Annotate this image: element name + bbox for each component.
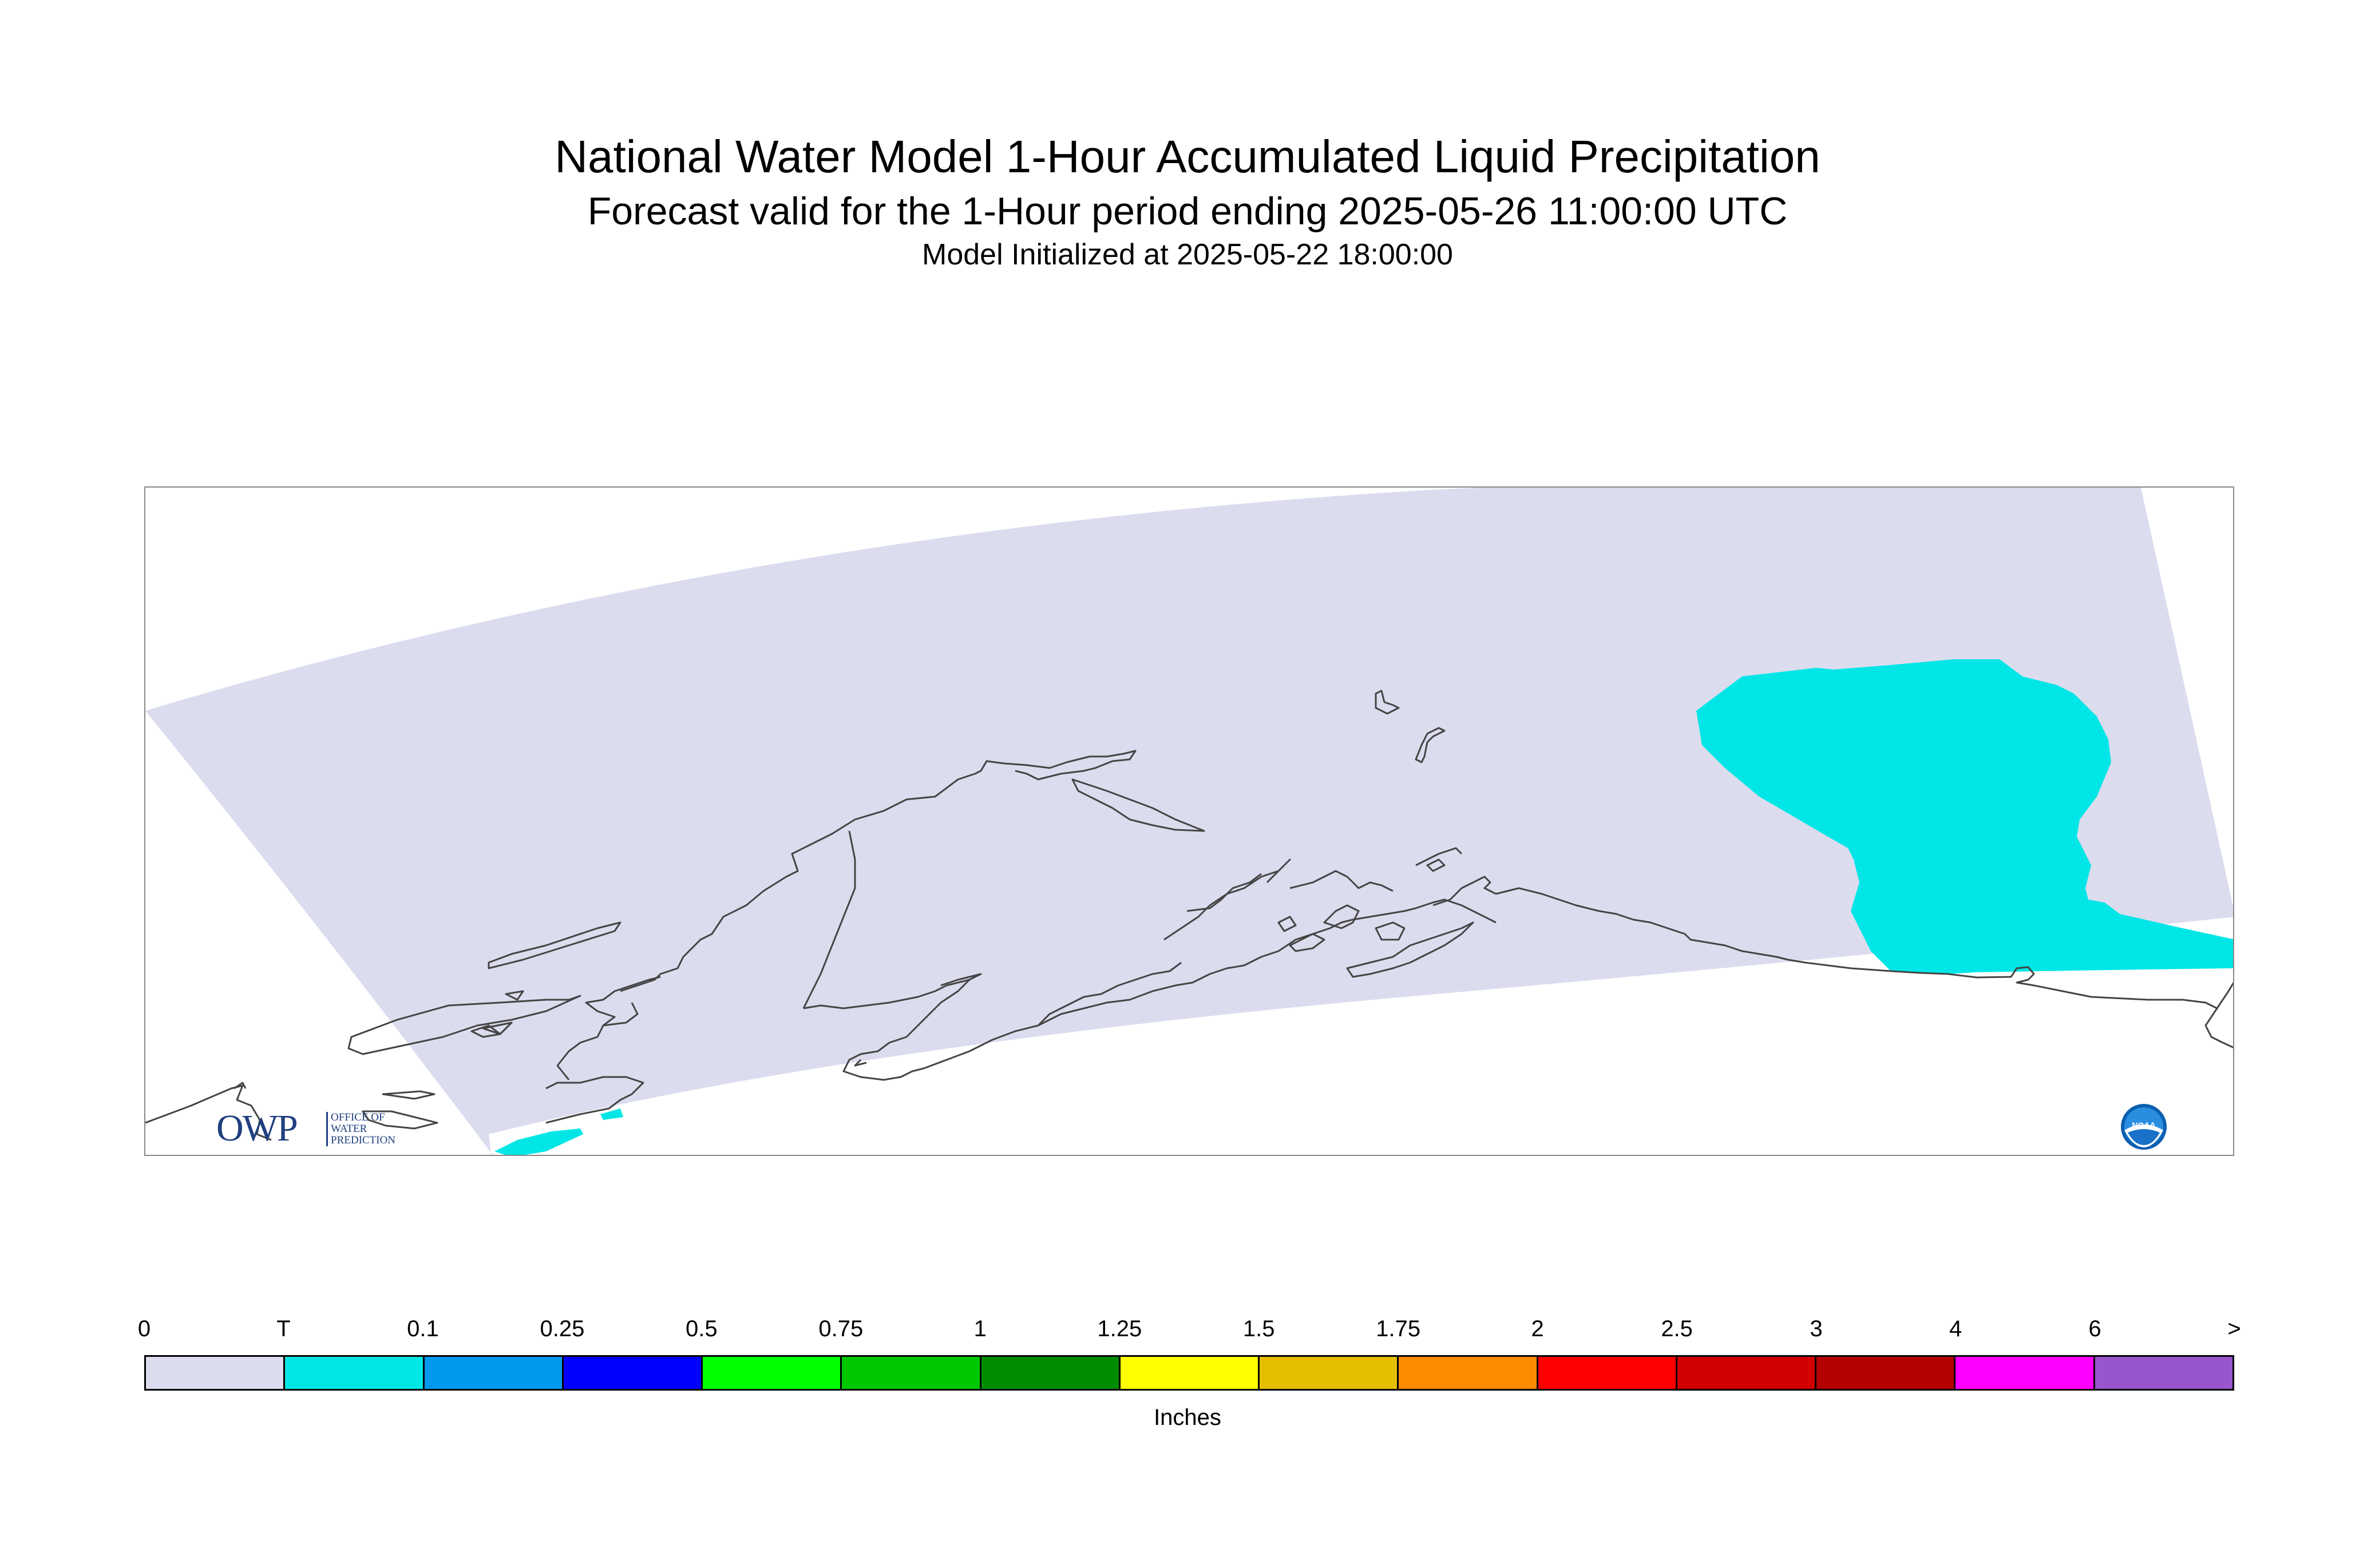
owp-logo-divider (326, 1112, 328, 1146)
color-legend: 0 T 0.1 0.25 0.5 0.75 1 1.25 1.5 1.75 2 2.5 3 4 6 > (138, 1316, 2241, 1431)
legend-swatch (1260, 1357, 1399, 1389)
legend-tick-label: 1.5 (1242, 1316, 1275, 1341)
legend-tick-label: T (276, 1316, 291, 1341)
legend-swatch (2095, 1357, 2232, 1389)
legend-color-bar (144, 1355, 2234, 1391)
model-domain-area (145, 488, 2233, 1155)
legend-swatch (285, 1357, 425, 1389)
map-panel: OWP OFFICE OF WATER PREDICTION NOAA (144, 486, 2234, 1156)
trace-precip-area-east (1696, 659, 2233, 974)
noaa-logo-text: NOAA (2132, 1120, 2155, 1130)
legend-tick-label: 0.5 (686, 1316, 718, 1341)
dry-hole (2085, 880, 2163, 906)
owp-logo-letters: OWP (216, 1107, 298, 1149)
legend-swatch (563, 1357, 703, 1389)
legend-tick-label: 2 (1531, 1316, 1544, 1341)
legend-swatch (1120, 1357, 1260, 1389)
owp-sub-line-2: WATER (331, 1123, 367, 1135)
coastline (145, 690, 2233, 1141)
owp-sub-line-3: PREDICTION (331, 1134, 395, 1146)
owp-logo-subtitle: OFFICE OF WATER PREDICTION (331, 1112, 395, 1146)
owp-logo: OWP OFFICE OF WATER PREDICTION (216, 1108, 434, 1149)
legend-tick-label: 2.5 (1661, 1316, 1693, 1341)
legend-tick-label: 6 (2088, 1316, 2101, 1341)
legend-tick-label: 0.1 (407, 1316, 439, 1341)
legend-swatch (842, 1357, 981, 1389)
legend-tick-label: 1 (973, 1316, 987, 1341)
model-init-line: Model Initialized at 2025-05-22 18:00:00 (922, 238, 1453, 271)
legend-tick-label: 4 (1949, 1316, 1962, 1341)
legend-tick-label: > (2227, 1316, 2241, 1341)
legend-swatch (1677, 1357, 1817, 1389)
map-subtitle: Forecast valid for the 1-Hour period end… (587, 189, 1788, 233)
precipitation-map (145, 488, 2233, 1155)
legend-swatch (703, 1357, 842, 1389)
legend-tick-label: 0.75 (818, 1316, 864, 1341)
noaa-logo: NOAA (2121, 1104, 2167, 1150)
legend-swatch (1816, 1357, 1956, 1389)
legend-swatch (1399, 1357, 1538, 1389)
owp-sub-line-1: OFFICE OF (331, 1111, 385, 1123)
legend-tick-label: 1.25 (1097, 1316, 1142, 1341)
legend-tick-label: 1.75 (1376, 1316, 1421, 1341)
legend-tick-label: 0.25 (540, 1316, 585, 1341)
legend-swatch (981, 1357, 1121, 1389)
legend-tick-label: 0 (137, 1316, 151, 1341)
legend-swatch (424, 1357, 564, 1389)
legend-swatch (1538, 1357, 1677, 1389)
legend-swatch (146, 1357, 286, 1389)
legend-units: Inches (1154, 1405, 1221, 1430)
legend-tick-label: 3 (1810, 1316, 1823, 1341)
map-title: National Water Model 1-Hour Accumulated … (555, 131, 1820, 182)
trace-precip-area-west (494, 1108, 623, 1155)
legend-swatch (1956, 1357, 2095, 1389)
